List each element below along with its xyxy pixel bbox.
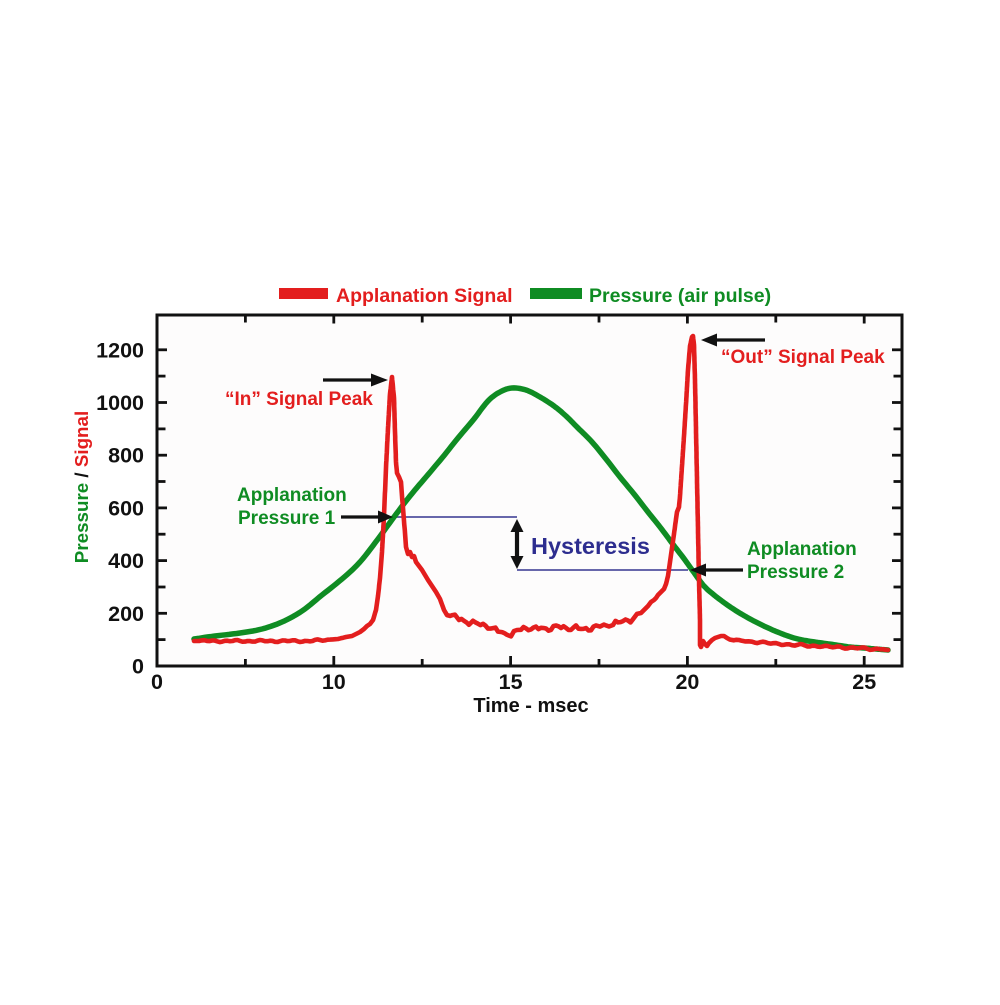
svg-text:400: 400 <box>108 549 144 573</box>
svg-text:200: 200 <box>108 602 144 626</box>
svg-text:Applanation: Applanation <box>747 539 857 560</box>
svg-text:Pressure 1: Pressure 1 <box>238 508 336 529</box>
svg-text:Hysteresis: Hysteresis <box>531 533 650 559</box>
svg-text:Time - msec: Time - msec <box>473 695 588 717</box>
svg-text:Pressure / Signal: Pressure / Signal <box>71 411 92 563</box>
svg-text:Pressure 2: Pressure 2 <box>747 562 844 583</box>
svg-text:Applanation: Applanation <box>237 485 347 506</box>
svg-text:10: 10 <box>322 670 346 694</box>
svg-text:1200: 1200 <box>96 338 144 362</box>
svg-text:“In” Signal Peak: “In” Signal Peak <box>225 389 373 410</box>
svg-text:Pressure (air pulse): Pressure (air pulse) <box>589 285 771 307</box>
svg-text:1000: 1000 <box>96 391 144 415</box>
svg-text:20: 20 <box>675 670 699 694</box>
svg-text:0: 0 <box>132 655 144 679</box>
svg-text:800: 800 <box>108 444 144 468</box>
svg-text:15: 15 <box>499 670 523 694</box>
svg-text:600: 600 <box>108 496 144 520</box>
svg-text:Applanation Signal: Applanation Signal <box>336 285 513 307</box>
svg-text:25: 25 <box>852 670 876 694</box>
svg-text:“Out” Signal Peak: “Out” Signal Peak <box>721 347 885 368</box>
svg-text:0: 0 <box>151 670 163 694</box>
